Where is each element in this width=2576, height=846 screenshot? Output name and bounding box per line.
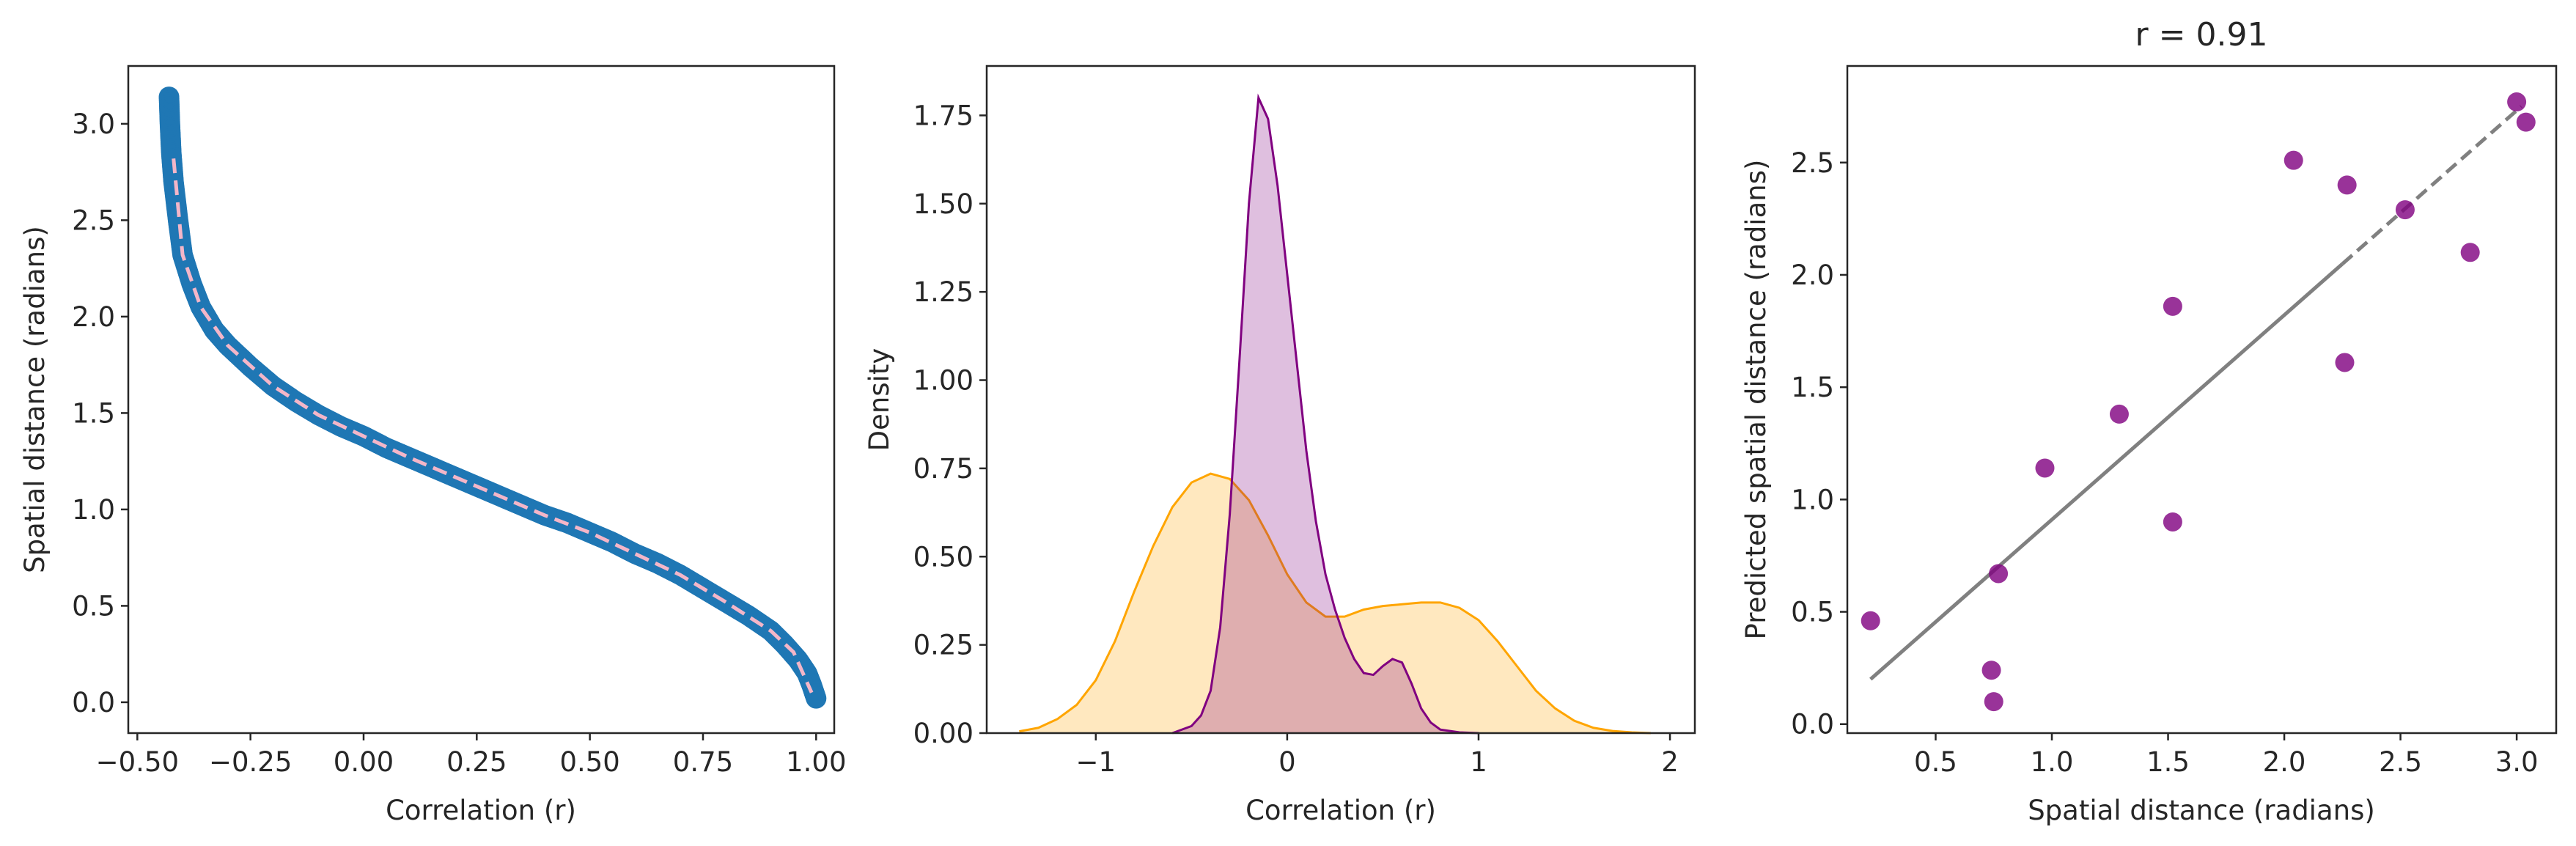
x-tick-label: 2.5 bbox=[2379, 746, 2422, 778]
y-tick-label: 0.0 bbox=[1791, 709, 1834, 740]
regression-line-dashed bbox=[2341, 105, 2523, 265]
data-point bbox=[2335, 353, 2355, 372]
y-tick-label: 1.5 bbox=[72, 397, 115, 429]
data-point bbox=[2395, 200, 2415, 220]
x-tick-label: −1 bbox=[1076, 746, 1116, 778]
y-axis-label: Spatial distance (radians) bbox=[19, 226, 51, 573]
x-tick-label: 1.0 bbox=[2031, 746, 2074, 778]
fit-line bbox=[172, 158, 814, 694]
x-axis-label: Spatial distance (radians) bbox=[2028, 795, 2375, 826]
data-point bbox=[2337, 175, 2357, 195]
y-tick-label: 0.5 bbox=[72, 590, 115, 622]
x-tick-label: −0.50 bbox=[96, 746, 179, 778]
x-tick-label: 2.0 bbox=[2263, 746, 2306, 778]
x-axis-label: Correlation (r) bbox=[1245, 795, 1436, 826]
y-tick-label: 2.5 bbox=[72, 205, 115, 236]
regression-line bbox=[1869, 262, 2344, 681]
y-axis-label: Density bbox=[864, 348, 895, 452]
density-area-orange bbox=[1019, 474, 1651, 733]
x-tick-label: −0.25 bbox=[209, 746, 292, 778]
plot-frame bbox=[127, 65, 836, 735]
y-tick-label: 1.00 bbox=[913, 365, 974, 397]
data-point bbox=[1981, 661, 2001, 680]
x-tick-label: 2 bbox=[1661, 746, 1679, 778]
data-point bbox=[2516, 112, 2536, 132]
y-tick-label: 2.0 bbox=[1791, 260, 1834, 291]
y-tick-label: 1.50 bbox=[913, 188, 974, 220]
y-tick-label: 2.5 bbox=[1791, 147, 1834, 179]
plot-frame bbox=[985, 65, 1696, 735]
data-point bbox=[2163, 296, 2182, 316]
x-tick-label: 0.75 bbox=[673, 746, 733, 778]
density-line-purple bbox=[1171, 93, 1479, 735]
data-point bbox=[2507, 92, 2527, 112]
y-tick-label: 0.50 bbox=[913, 541, 974, 573]
panel-title: r = 0.91 bbox=[2135, 16, 2268, 54]
data-point bbox=[2163, 512, 2182, 531]
x-axis-label: Correlation (r) bbox=[386, 795, 576, 826]
density-area-purple bbox=[1172, 98, 1479, 734]
panel-right: 0.5 1.0 1.5 2.0 2.5 3.0 0.0 0.5 1.0 1.5 2.0 2.5 r =… bbox=[1740, 16, 2558, 826]
y-tick-label: 0.00 bbox=[913, 718, 974, 749]
axis-ticks: −1 0 1 2 0.00 0.25 0.50 0.75 1.00 1.25 1.50 1.75 bbox=[913, 100, 1679, 778]
x-tick-label: 1.00 bbox=[786, 746, 846, 778]
x-tick-label: 0 bbox=[1278, 746, 1296, 778]
x-tick-label: 1.5 bbox=[2146, 746, 2190, 778]
axis-ticks: −0.50 −0.25 0.00 0.25 0.50 0.75 1.00 0.0 0.5 1.0 1… bbox=[72, 108, 846, 778]
data-point bbox=[1861, 611, 1880, 630]
data-point bbox=[2035, 458, 2055, 478]
y-tick-label: 0.25 bbox=[913, 630, 974, 661]
y-tick-label: 1.25 bbox=[913, 276, 974, 308]
y-axis-label: Predicted spatial distance (radians) bbox=[1740, 160, 1772, 640]
axis-ticks: 0.5 1.0 1.5 2.0 2.5 3.0 0.0 0.5 1.0 1.5 2.0 2.5 bbox=[1791, 147, 2538, 778]
y-tick-label: 1.0 bbox=[72, 494, 115, 526]
y-tick-label: 0.0 bbox=[72, 687, 115, 718]
x-tick-label: 0.00 bbox=[334, 746, 394, 778]
data-point bbox=[1984, 692, 2003, 712]
density-line-orange bbox=[1019, 472, 1652, 735]
y-tick-label: 0.75 bbox=[913, 453, 974, 485]
plot-area bbox=[158, 87, 827, 709]
data-point bbox=[2284, 150, 2303, 170]
x-tick-label: 1 bbox=[1470, 746, 1487, 778]
x-tick-label: 0.50 bbox=[559, 746, 619, 778]
data-point bbox=[806, 688, 827, 709]
data-point bbox=[1989, 564, 2009, 584]
y-tick-label: 0.5 bbox=[1791, 597, 1834, 628]
plot-frame bbox=[1846, 65, 2558, 735]
panel-middle: −1 0 1 2 0.00 0.25 0.50 0.75 1.00 1.25 1.50 1.75 Co… bbox=[864, 65, 1696, 826]
plot-area bbox=[1019, 93, 1652, 735]
y-tick-label: 2.0 bbox=[72, 301, 115, 333]
data-point bbox=[2460, 243, 2480, 262]
y-tick-label: 3.0 bbox=[72, 108, 115, 140]
y-tick-label: 1.75 bbox=[913, 100, 974, 131]
y-tick-label: 1.5 bbox=[1791, 372, 1834, 403]
x-tick-label: 3.0 bbox=[2495, 746, 2539, 778]
panel-left: −0.50 −0.25 0.00 0.25 0.50 0.75 1.00 0.0 0.5 1.0 1… bbox=[19, 65, 847, 826]
x-tick-label: 0.5 bbox=[1914, 746, 1957, 778]
data-point bbox=[2109, 404, 2129, 424]
y-tick-label: 1.0 bbox=[1791, 484, 1834, 515]
x-tick-label: 0.25 bbox=[446, 746, 507, 778]
plot-area bbox=[1861, 92, 2536, 712]
